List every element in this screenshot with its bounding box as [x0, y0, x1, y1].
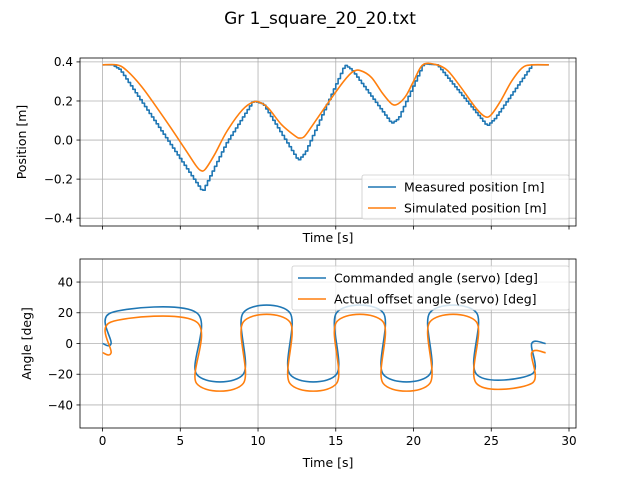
position-legend-box	[361, 174, 570, 220]
x-tick-label: 20	[406, 434, 421, 448]
legend-measured-label: Measured position [m]	[404, 180, 544, 195]
position-panel: −0.4−0.20.00.20.4 Time [s] Position [m] …	[14, 55, 577, 245]
x-tick-label: 10	[250, 434, 265, 448]
series-line-second	[102, 62, 549, 172]
y-tick-label: −20	[48, 368, 73, 382]
x-tick-label: 25	[484, 434, 499, 448]
angle-x-axis-label: Time [s]	[302, 455, 354, 470]
angle-legend-box	[291, 265, 570, 311]
legend-simulated-label: Simulated position [m]	[404, 201, 547, 216]
legend-actual-label: Actual offset angle (servo) [deg]	[334, 292, 537, 307]
y-tick-label: −40	[48, 398, 73, 412]
position-x-axis-label: Time [s]	[302, 230, 354, 245]
y-tick-label: 0.0	[54, 133, 73, 147]
x-tick-label: 15	[328, 434, 343, 448]
y-tick-label: 20	[58, 306, 73, 320]
x-tick-label: 0	[99, 434, 107, 448]
angle-legend: Commanded angle (servo) [deg] Actual off…	[291, 265, 570, 311]
y-tick-label: −0.4	[44, 211, 73, 225]
y-tick-label: 0.4	[54, 55, 73, 69]
x-tick-label: 5	[176, 434, 184, 448]
legend-commanded-label: Commanded angle (servo) [deg]	[334, 271, 538, 286]
angle-y-axis-label: Angle [deg]	[19, 307, 34, 380]
y-tick-label: −0.2	[44, 172, 73, 186]
position-legend: Measured position [m] Simulated position…	[361, 174, 570, 220]
position-axes-frame	[79, 57, 577, 227]
y-tick-label: 0	[65, 337, 73, 351]
figure-title: Gr 1_square_20_20.txt	[224, 9, 416, 29]
angle-series	[102, 304, 546, 392]
position-y-axis-label: Position [m]	[14, 105, 29, 180]
angle-panel: 0 5 10 15 20 25 30 −40 −20 0 20 40 Time [s] Angle […	[19, 258, 577, 470]
position-ticks: −0.4 −0.2 0.0 0.2 0.4	[44, 55, 570, 230]
position-series	[102, 62, 549, 192]
x-tick-label: 30	[561, 434, 576, 448]
series-line-second	[102, 313, 546, 392]
angle-ticks: 0 5 10 15 20 25 30 −40 −20 0 20 40	[48, 275, 577, 448]
y-tick-label: 0.2	[54, 94, 73, 108]
angle-grid	[80, 259, 576, 428]
y-tick-label: 40	[58, 275, 73, 289]
